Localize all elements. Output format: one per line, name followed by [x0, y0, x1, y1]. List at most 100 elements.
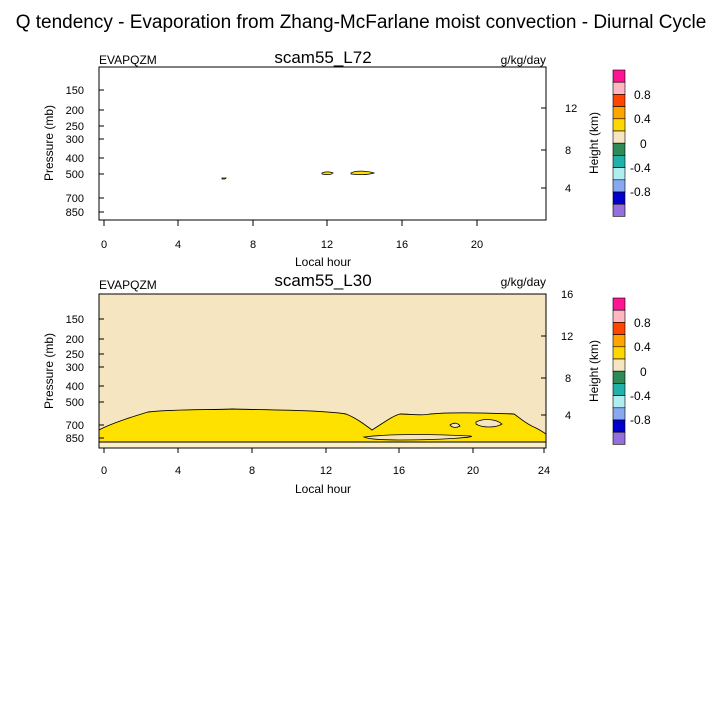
panel2-cbar-label: 0.4 [634, 340, 651, 354]
panel2-ytick: 850 [66, 433, 84, 445]
panel1-x-axis: 0 4 8 12 16 20 [101, 220, 483, 251]
panel1-xtick: 4 [175, 239, 181, 251]
panel1-xtick: 8 [250, 239, 256, 251]
panel1-ytick: 200 [66, 105, 84, 117]
panel2-contour-hole-2 [475, 419, 503, 428]
colorbar-swatch [612, 346, 626, 360]
panel1-xtick: 12 [321, 239, 333, 251]
panel1-ytick: 300 [66, 134, 84, 146]
colorbar-swatch [612, 407, 626, 421]
panel2-contour-hole-1 [449, 422, 461, 428]
panel2-xtick: 4 [175, 465, 181, 477]
colorbar-swatch [612, 203, 626, 217]
colorbar-swatch [612, 395, 626, 409]
colorbar-swatch [612, 106, 626, 120]
panel1-cbar-label: 0 [640, 137, 647, 151]
colorbar-swatch [612, 297, 626, 311]
panel2-x-axis-label: Local hour [295, 482, 351, 496]
panel1-xtick: 0 [101, 239, 107, 251]
colorbar-swatch [612, 94, 626, 107]
colorbar-swatch [612, 358, 626, 372]
colorbar-swatch [612, 81, 626, 95]
panel1-rtick: 12 [565, 103, 577, 115]
panel2-xtick: 20 [467, 465, 479, 477]
panel1-plot-area [98, 66, 547, 221]
panel1-y-axis: 150 200 250 300 400 500 700 850 [66, 85, 104, 219]
panel1-y-axis-label: Pressure (mb) [42, 105, 56, 181]
panel1-x-axis-label: Local hour [295, 255, 351, 269]
panel2-ytick: 400 [66, 381, 84, 393]
panel2-ytick: 150 [66, 314, 84, 326]
colorbar-swatch [612, 142, 626, 156]
panel2-cbar-label: -0.8 [630, 413, 651, 427]
panel2-contour-evap-layer [98, 408, 547, 443]
panel2-rtick: 4 [565, 410, 571, 422]
colorbar-swatch [612, 130, 626, 144]
panel2-xtick: 24 [538, 465, 550, 477]
panel1-right-axis: 12 8 4 [541, 103, 577, 195]
colorbar-swatch [612, 155, 626, 168]
panel1-colorbar-labels: 0.8 0.4 0 -0.4 -0.8 [630, 88, 651, 199]
panel2-y-axis: 150 200 250 300 400 500 700 850 [66, 314, 104, 445]
panel1-ytick: 250 [66, 121, 84, 133]
panel1-contour-small-blob [221, 177, 227, 180]
panel2-right-axis-label: Height (km) [587, 340, 601, 402]
panel1-rtick: 4 [565, 183, 571, 195]
panel2-cbar-label: -0.4 [630, 389, 651, 403]
panel1-variable-label: EVAPQZM [99, 53, 157, 67]
panel2-rtick: 16 [561, 289, 573, 301]
colorbar-swatch [612, 419, 626, 433]
colorbar-swatch [612, 322, 626, 335]
panel2-ytick: 700 [66, 420, 84, 432]
panel2-colorbar-labels: 0.8 0.4 0 -0.4 -0.8 [630, 316, 651, 427]
panel1-right-axis-label: Height (km) [587, 112, 601, 174]
panel1-cbar-label: -0.8 [630, 185, 651, 199]
panel2-y-axis-label: Pressure (mb) [42, 333, 56, 409]
panel2-colorbar [612, 297, 626, 445]
panel2-title: scam55_L30 [274, 271, 371, 290]
panel-l30: scam55_L30 EVAPQZM g/kg/day 150 200 250 … [42, 271, 651, 496]
panel2-ytick: 200 [66, 334, 84, 346]
colorbar-swatch [612, 179, 626, 193]
colorbar-swatch [612, 383, 626, 396]
panel1-contour-blob-12h [321, 171, 334, 176]
panel2-units-label: g/kg/day [501, 275, 546, 289]
colorbar-swatch [612, 370, 626, 384]
panel2-xtick: 0 [101, 465, 107, 477]
panel1-cbar-label: 0.4 [634, 112, 651, 126]
colorbar-swatch [612, 167, 626, 181]
panel1-ytick: 700 [66, 193, 84, 205]
panel2-rtick: 8 [565, 373, 571, 385]
colorbar-swatch [612, 431, 626, 445]
colorbar-swatch [612, 118, 626, 132]
colorbar-swatch [612, 309, 626, 323]
panel2-xtick: 12 [320, 465, 332, 477]
panel1-cbar-label: 0.8 [634, 88, 651, 102]
colorbar-swatch [612, 334, 626, 348]
panel1-ytick: 850 [66, 207, 84, 219]
panel1-ytick: 400 [66, 153, 84, 165]
colorbar-swatch [612, 69, 626, 83]
panel1-contour-blob-14h [350, 170, 376, 176]
panel2-x-axis: 0 4 8 12 16 20 24 [101, 448, 550, 477]
panel2-ytick: 250 [66, 349, 84, 361]
panel1-ytick: 500 [66, 169, 84, 181]
panel1-title: scam55_L72 [274, 48, 371, 67]
panel1-rtick: 8 [565, 145, 571, 157]
panel2-cbar-label: 0.8 [634, 316, 651, 330]
panel2-xtick: 16 [393, 465, 405, 477]
panel1-ytick: 150 [66, 85, 84, 97]
panel1-cbar-label: -0.4 [630, 161, 651, 175]
panel2-cbar-label: 0 [640, 365, 647, 379]
panel1-colorbar [612, 69, 626, 217]
panel-l72: scam55_L72 EVAPQZM g/kg/day 150 200 250 … [42, 48, 651, 269]
panel2-xtick: 8 [249, 465, 255, 477]
panel2-contour-hole-3 [362, 434, 472, 441]
panel2-ytick: 500 [66, 397, 84, 409]
panel1-xtick: 20 [471, 239, 483, 251]
panel1-xtick: 16 [396, 239, 408, 251]
figure-title: Q tendency - Evaporation from Zhang-McFa… [15, 12, 707, 33]
panel2-plot-frame [98, 293, 547, 449]
panel2-ytick: 300 [66, 362, 84, 374]
